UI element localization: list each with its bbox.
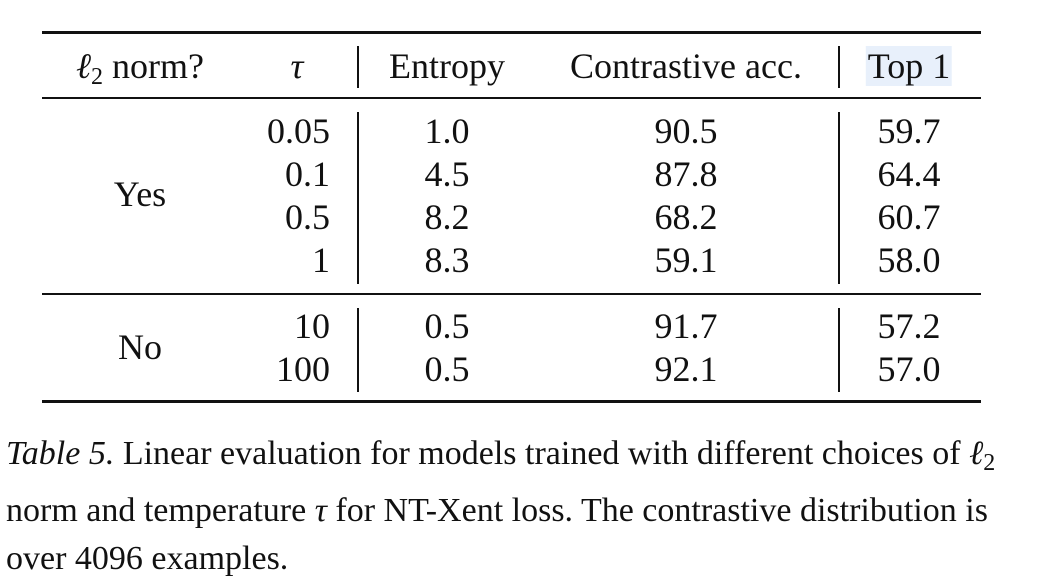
cell-entropy: 8.2	[424, 197, 470, 237]
cell-contrastive-acc: 90.5	[654, 111, 718, 151]
header-vline-1	[357, 46, 359, 88]
cell-entropy: 4.5	[424, 154, 470, 194]
group-label-no: No	[118, 327, 162, 367]
cell-top1: 64.4	[877, 154, 941, 194]
header-vline-2	[838, 46, 840, 88]
group-yes-vline-2	[838, 112, 840, 284]
table-top-rule	[42, 31, 981, 34]
header-entropy: Entropy	[389, 46, 505, 86]
cell-tau: 100	[276, 349, 330, 389]
cell-tau: 0.05	[267, 111, 330, 151]
group-no-vline-2	[838, 308, 840, 392]
table-bottom-rule	[42, 400, 981, 403]
cell-entropy: 1.0	[424, 111, 470, 151]
table-header-rule	[42, 97, 981, 99]
cell-tau: 10	[294, 306, 330, 346]
cell-tau: 0.1	[285, 154, 330, 194]
cell-entropy: 0.5	[424, 349, 470, 389]
header-contrastive-acc: Contrastive acc.	[570, 46, 802, 86]
cell-contrastive-acc: 91.7	[654, 306, 718, 346]
group-yes-vline-1	[357, 112, 359, 284]
cell-top1: 59.7	[877, 111, 941, 151]
cell-contrastive-acc: 59.1	[654, 240, 718, 280]
cell-top1: 57.2	[877, 306, 941, 346]
cell-contrastive-acc: 68.2	[654, 197, 718, 237]
cell-contrastive-acc: 92.1	[654, 349, 718, 389]
caption-label: Table 5.	[6, 435, 115, 472]
table-group-rule	[42, 293, 981, 295]
header-tau: τ	[290, 46, 304, 86]
group-no-vline-1	[357, 308, 359, 392]
table-caption: Table 5. Linear evaluation for models tr…	[6, 435, 996, 577]
cell-entropy: 0.5	[424, 306, 470, 346]
cell-top1: 57.0	[877, 349, 941, 389]
cell-entropy: 8.3	[424, 240, 470, 280]
cell-tau: 0.5	[285, 197, 330, 237]
group-label-yes: Yes	[113, 174, 167, 214]
cell-top1: 58.0	[877, 240, 941, 280]
header-l2-norm: ℓ2 norm?	[76, 46, 204, 90]
header-top1: Top 1	[865, 46, 953, 86]
cell-contrastive-acc: 87.8	[654, 154, 718, 194]
cell-top1: 60.7	[877, 197, 941, 237]
cell-tau: 1	[312, 240, 330, 280]
